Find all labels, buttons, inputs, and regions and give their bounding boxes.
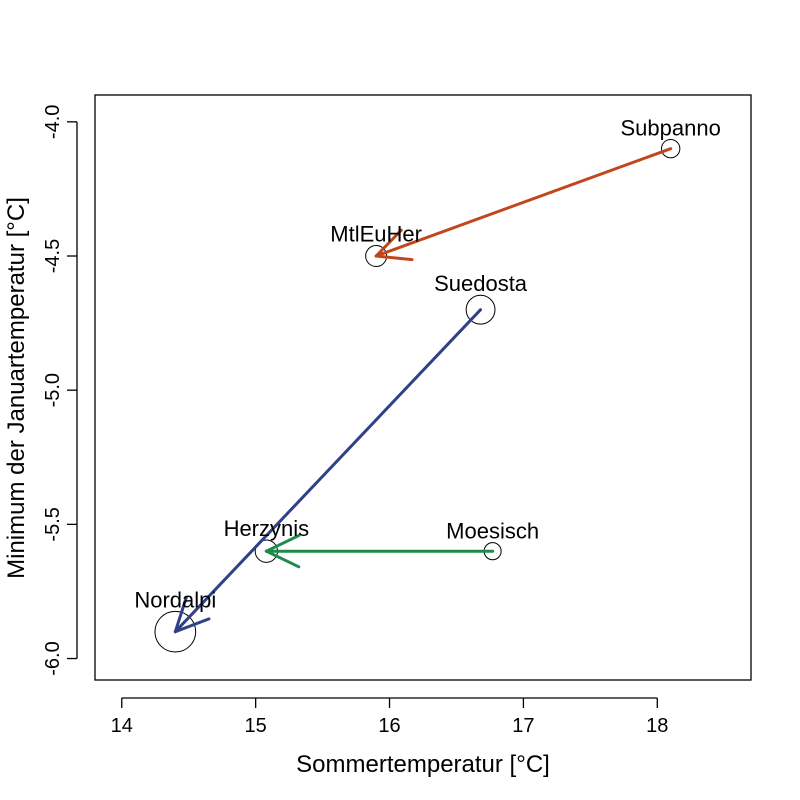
y-axis-title: Minimum der Januartemperatur [°C]: [3, 197, 30, 579]
data-point-circle: [154, 610, 197, 653]
arrow: [173, 308, 483, 634]
data-point-label: Subpanno: [621, 115, 721, 140]
data-point-circle: [660, 138, 681, 159]
data-point-label: Suedosta: [434, 271, 528, 296]
y-tick-label: -5.5: [42, 507, 64, 541]
x-tick-label: 16: [378, 715, 400, 737]
x-axis: 14 15 16 17 18: [111, 697, 668, 737]
arrow: [374, 147, 673, 262]
data-point-label: Moesisch: [446, 519, 539, 544]
x-axis-title: Sommertemperatur [°C]: [296, 751, 550, 778]
x-tick-label: 14: [111, 715, 133, 737]
data-point-label: Herzynis: [224, 516, 310, 541]
y-tick-label: -5.0: [42, 373, 64, 407]
data-point-label: Nordalpi: [134, 587, 216, 612]
y-axis: -4.0 -4.5 -5.0 -5.5 -6.0: [42, 105, 78, 676]
plot-frame: [94, 94, 752, 681]
y-tick-label: -4.5: [42, 239, 64, 273]
point-circles: [154, 138, 681, 653]
x-tick-label: 15: [245, 715, 267, 737]
arrows: [173, 147, 673, 634]
point-labels: Subpanno MtlEuHer Suedosta Herzynis Moesisch…: [134, 115, 720, 612]
arrow: [264, 534, 495, 569]
y-tick-label: -4.0: [42, 105, 64, 139]
y-tick-label: -6.0: [42, 641, 64, 675]
x-tick-label: 17: [512, 715, 534, 737]
data-point-label: MtlEuHer: [330, 222, 422, 247]
x-tick-label: 18: [646, 715, 668, 737]
data-point-circle: [465, 294, 496, 325]
